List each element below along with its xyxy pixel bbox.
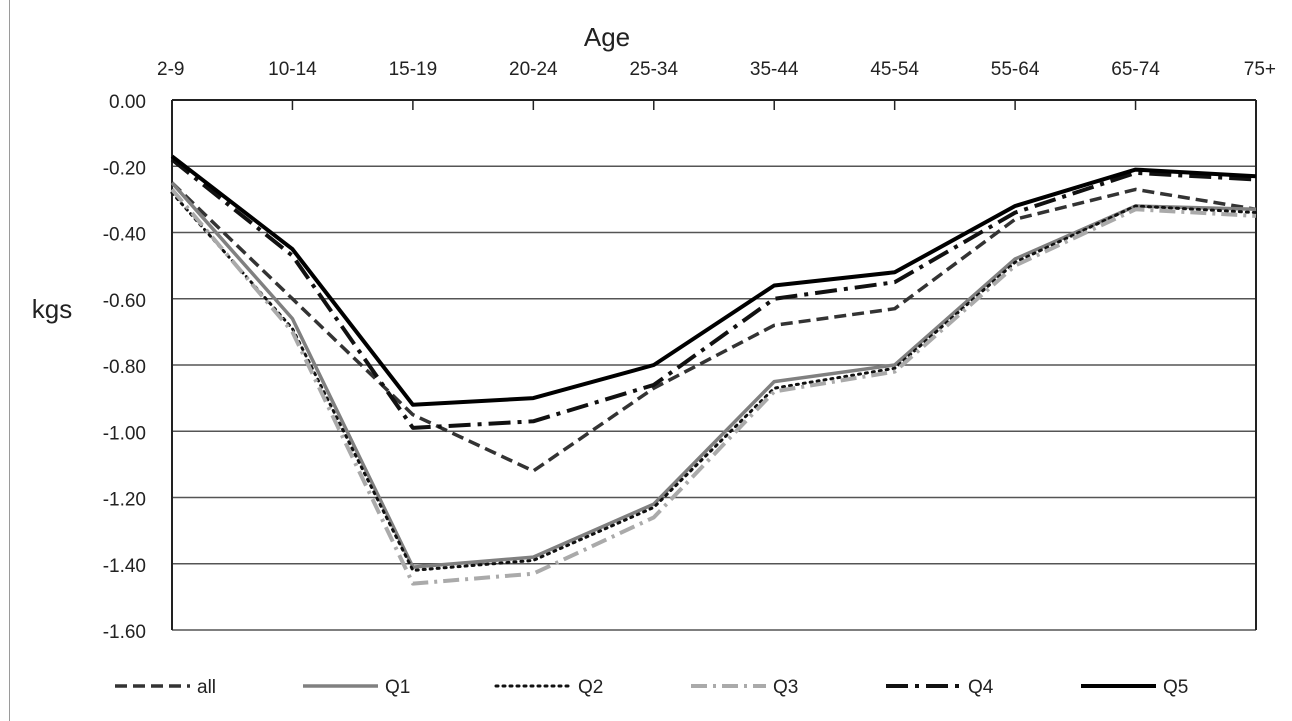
legend-label-q5: Q5 [1163,677,1188,698]
gridlines [172,165,1256,631]
legend-label-q4: Q4 [968,677,994,698]
series-line-q1 [170,181,1257,569]
legend-label-all: all [197,677,216,698]
series-lines [170,154,1258,586]
y-tick-label: -1.20 [103,490,146,511]
y-tick-label: -1.40 [103,556,146,577]
x-tick-label: 2-9 [157,59,184,80]
x-tick-label: 25-34 [629,59,678,80]
x-tick-label: 20-24 [509,59,558,80]
legend-label-q2: Q2 [578,677,603,698]
series-line-q2 [170,191,1258,572]
x-axis-title: Age [584,22,630,52]
legend: all Q1 Q2 Q3 Q4 Q5 [115,677,1188,698]
y-tick-label: -0.20 [103,158,146,179]
y-tick-label: -1.00 [103,423,146,444]
y-tick-label: -1.60 [103,622,146,643]
tick-labels: 0.00 -0.20 -0.40 -0.60 -0.80 -1.00 -1.20 -1.40 -… [103,59,1276,643]
y-tick-label: -0.60 [103,291,146,312]
y-axis-title: kgs [32,294,72,324]
x-tick-label: 35-44 [750,59,799,80]
x-tick-label: 55-64 [991,59,1040,80]
x-tick-label: 75+ [1244,59,1276,80]
y-tick-label: -0.80 [103,357,146,378]
y-tick-label: 0.00 [109,92,146,113]
series-line-all [170,181,1257,473]
series-line-q4 [170,158,1257,430]
legend-label-q1: Q1 [385,677,410,698]
x-tick-label: 15-19 [389,59,438,80]
x-tick-label: 10-14 [268,59,317,80]
x-tick-label: 65-74 [1111,59,1160,80]
series-line-q5 [170,154,1257,407]
legend-label-q3: Q3 [773,677,798,698]
series-line-q3 [170,188,1257,586]
axes [171,99,1257,630]
y-tick-label: -0.40 [103,225,146,246]
x-tick-label: 45-54 [870,59,919,80]
left-border-line [9,0,10,721]
